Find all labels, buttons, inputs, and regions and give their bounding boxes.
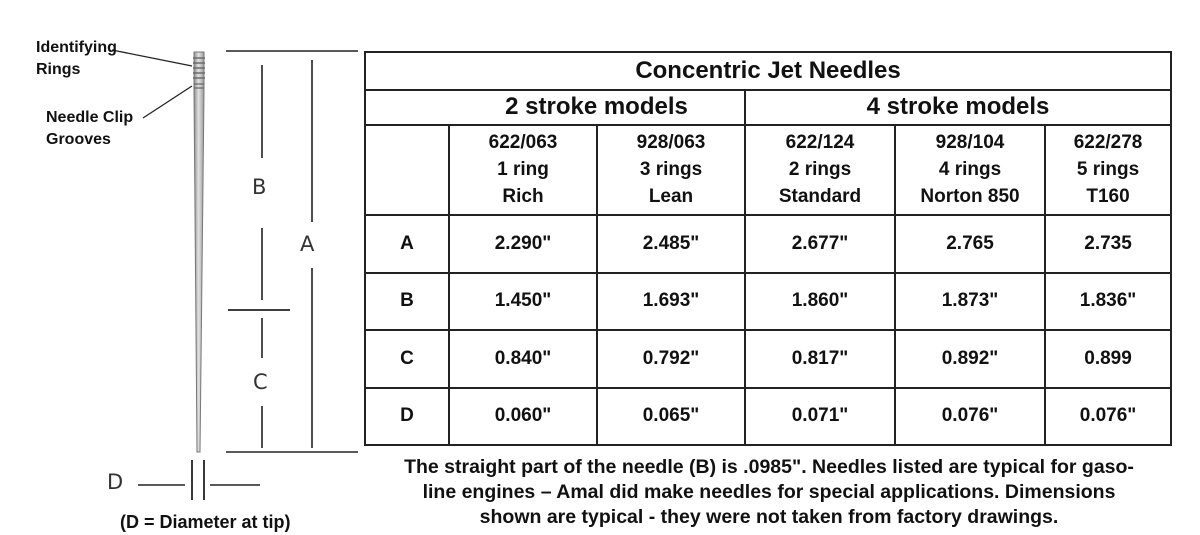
- column-header-type: Lean: [648, 186, 694, 208]
- table-row: C 0.840" 0.792" 0.817" 0.892" 0.899: [364, 329, 1173, 389]
- needle-body: [193, 51, 205, 453]
- table-cell: 1.860": [744, 271, 896, 332]
- table-cell: 0.065": [596, 386, 746, 447]
- column-header: 928/104 4 rings Norton 850: [894, 123, 1046, 217]
- column-header-rings: 3 rings: [639, 159, 703, 181]
- table-title: Concentric Jet Needles: [363, 50, 1173, 92]
- table-cell: 0.076": [1043, 386, 1173, 447]
- group-header: 4 stroke models: [743, 89, 1173, 126]
- table-cell: 0.892": [894, 329, 1046, 389]
- column-header-type: Standard: [778, 186, 862, 208]
- row-label: D: [364, 386, 450, 447]
- table-cell: 0.792": [596, 329, 746, 389]
- column-header-rings: 1 ring: [497, 159, 549, 181]
- column-header: 622/124 2 rings Standard: [744, 123, 896, 217]
- column-header-part: 622/063: [488, 132, 558, 154]
- row-label: B: [364, 271, 450, 332]
- table-cell: 0.817": [744, 329, 896, 389]
- needle-diagram: [111, 49, 358, 500]
- table-row: D 0.060" 0.065" 0.071" 0.076" 0.076": [364, 386, 1173, 447]
- table-cell: 1.693": [596, 271, 746, 332]
- dimension-b-letter: B: [252, 175, 267, 199]
- footnote: The straight part of the needle (B) is .…: [404, 456, 1134, 528]
- clip-grooves: [193, 83, 205, 89]
- column-header-part: 622/278: [1073, 132, 1143, 154]
- identifying-rings: [193, 57, 205, 79]
- column-header-part: 928/104: [935, 132, 1005, 154]
- dimension-a-letter: A: [300, 232, 315, 256]
- table-cell: 2.735: [1043, 214, 1173, 274]
- identifying-rings-label: Identifying Rings: [36, 39, 117, 78]
- column-header-type: T160: [1086, 186, 1130, 208]
- clip-grooves-label: Needle Clip Grooves: [46, 109, 134, 148]
- column-header-rings: 5 rings: [1076, 159, 1140, 181]
- diameter-caption: (D = Diameter at tip): [120, 512, 291, 532]
- group-spacer-cell: [364, 89, 449, 126]
- table-cell: 2.485": [596, 214, 746, 274]
- table-cell: 1.450": [448, 271, 598, 332]
- column-header-part: 622/124: [785, 132, 855, 154]
- column-header-part: 928/063: [636, 132, 706, 154]
- corner-cell: [364, 123, 450, 217]
- table-cell: 2.765: [894, 214, 1046, 274]
- table-cell: 2.677": [744, 214, 896, 274]
- group-header-row: 2 stroke models 4 stroke models: [364, 89, 1173, 126]
- table-cell: 1.836": [1043, 271, 1173, 332]
- column-header-type: Norton 850: [920, 186, 1020, 208]
- row-label: A: [364, 214, 450, 274]
- column-header-rings: 2 rings: [788, 159, 852, 181]
- table-cell: 2.290": [448, 214, 598, 274]
- table-cell: 0.060": [448, 386, 598, 447]
- table-cell: 1.873": [894, 271, 1046, 332]
- table-cell: 0.071": [744, 386, 896, 447]
- dimension-c-letter: C: [253, 370, 268, 394]
- column-header: 928/063 3 rings Lean: [596, 123, 746, 217]
- column-header: 622/278 5 rings T160: [1043, 123, 1173, 217]
- column-header-type: Rich: [502, 186, 544, 208]
- table-cell: 0.840": [448, 329, 598, 389]
- table-row: B 1.450" 1.693" 1.860" 1.873" 1.836": [364, 271, 1173, 332]
- column-header-rings: 4 rings: [938, 159, 1002, 181]
- table-cell: 0.076": [894, 386, 1046, 447]
- table-row: A 2.290" 2.485" 2.677" 2.765 2.735: [364, 214, 1173, 274]
- table-cell: 0.899: [1043, 329, 1173, 389]
- row-label: C: [364, 329, 450, 389]
- group-header: 2 stroke models: [449, 89, 746, 126]
- column-header: 622/063 1 ring Rich: [448, 123, 598, 217]
- column-header-row: 622/063 1 ring Rich 928/063 3 rings Lean 622/1…: [364, 123, 1173, 217]
- dimension-d-letter: D: [107, 470, 124, 494]
- needle-dimensions-table: Concentric Jet Needles 2 stroke models 4 …: [363, 50, 1173, 447]
- grooves-leader-line: [142, 85, 193, 119]
- rings-leader-line: [111, 49, 193, 67]
